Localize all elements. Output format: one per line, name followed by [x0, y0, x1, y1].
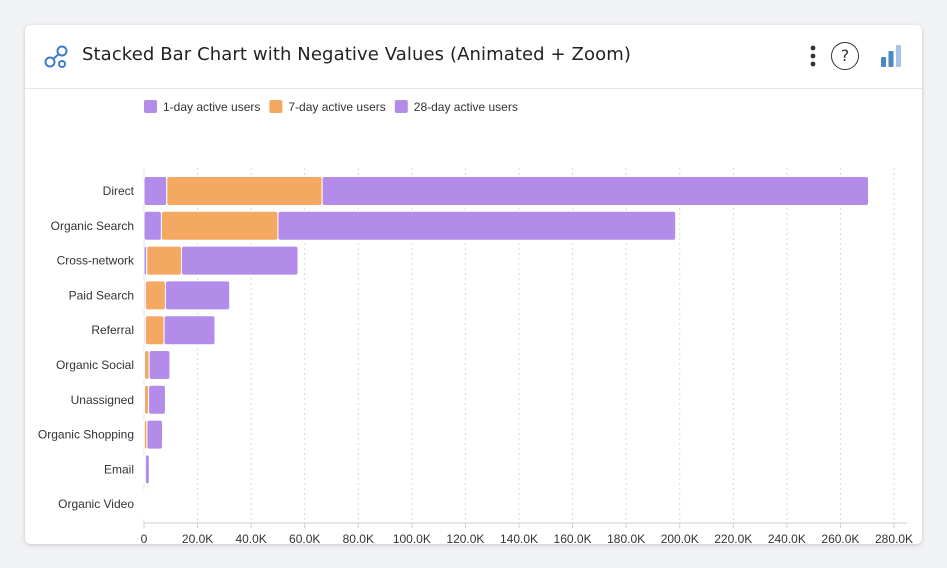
bar-segment[interactable]: [163, 315, 216, 346]
category-label: Organic Social: [56, 358, 134, 372]
x-tick-label: 240.0K: [768, 532, 806, 544]
legend-label[interactable]: 28-day active users: [414, 100, 518, 114]
bar-segment[interactable]: [160, 210, 279, 241]
x-tick-label: 120.0K: [446, 532, 484, 544]
x-tick-label: 40.0K: [235, 532, 266, 544]
category-label: Cross-network: [57, 254, 135, 268]
x-tick-label: 80.0K: [343, 532, 374, 544]
bar-segment[interactable]: [144, 350, 150, 380]
bar-segment[interactable]: [144, 384, 150, 415]
category-label: Email: [104, 462, 134, 476]
bar-segment[interactable]: [148, 350, 171, 380]
bar-segment[interactable]: [146, 419, 163, 450]
legend-swatch[interactable]: [144, 100, 157, 113]
x-tick-label: 200.0K: [661, 532, 699, 544]
bar-segment[interactable]: [144, 280, 166, 311]
legend-swatch[interactable]: [269, 100, 283, 113]
legend-swatch[interactable]: [394, 100, 408, 113]
bar-segment[interactable]: [143, 210, 162, 241]
bar-segment[interactable]: [148, 384, 166, 415]
chart-card: Stacked Bar Chart with Negative Values (…: [25, 25, 922, 544]
category-label: Referral: [91, 323, 134, 337]
stacked-bar-chart: 0 20.0K 40.0K 60.0K 80.0K 100.0K 120.0K 140.0K 1…: [38, 100, 913, 544]
x-tick-label: 180.0K: [607, 532, 645, 544]
x-tick-label: 0: [141, 532, 148, 544]
x-tick-label: 220.0K: [714, 532, 752, 544]
bar-segment[interactable]: [143, 176, 168, 206]
legend-label[interactable]: 7-day active users: [288, 100, 385, 114]
network-icon: [44, 45, 68, 68]
bar-segment[interactable]: [277, 210, 677, 241]
category-label: Direct: [103, 184, 135, 198]
bar-segment[interactable]: [146, 245, 183, 276]
legend-label[interactable]: 1-day active users: [163, 100, 260, 114]
x-tick-label: 260.0K: [821, 532, 859, 544]
card-header: Stacked Bar Chart with Negative Values (…: [25, 25, 922, 89]
category-label: Organic Shopping: [38, 428, 134, 442]
x-tick-label: 280.0K: [875, 532, 913, 544]
category-label: Unassigned: [71, 393, 134, 407]
x-tick-label: 20.0K: [182, 532, 213, 544]
bar-chart-icon[interactable]: [878, 43, 904, 69]
category-label: Organic Video: [58, 497, 134, 511]
bar-segment[interactable]: [144, 315, 165, 346]
bar-segment[interactable]: [143, 489, 145, 520]
x-tick-label: 160.0K: [554, 532, 592, 544]
bar-segment[interactable]: [164, 280, 231, 311]
x-tick-label: 140.0K: [500, 532, 538, 544]
category-label: Organic Search: [51, 219, 134, 233]
x-tick-label: 60.0K: [289, 532, 320, 544]
bar-segment[interactable]: [144, 454, 150, 485]
x-tick-label: 100.0K: [393, 532, 431, 544]
bar-segment[interactable]: [166, 176, 323, 206]
bar-segment[interactable]: [321, 176, 870, 206]
chart-title: Stacked Bar Chart with Negative Values (…: [82, 44, 631, 65]
help-button[interactable]: ?: [831, 42, 859, 70]
vertical-dots-icon[interactable]: [805, 43, 821, 69]
category-label: Paid Search: [69, 288, 134, 302]
bar-segment[interactable]: [181, 245, 299, 276]
